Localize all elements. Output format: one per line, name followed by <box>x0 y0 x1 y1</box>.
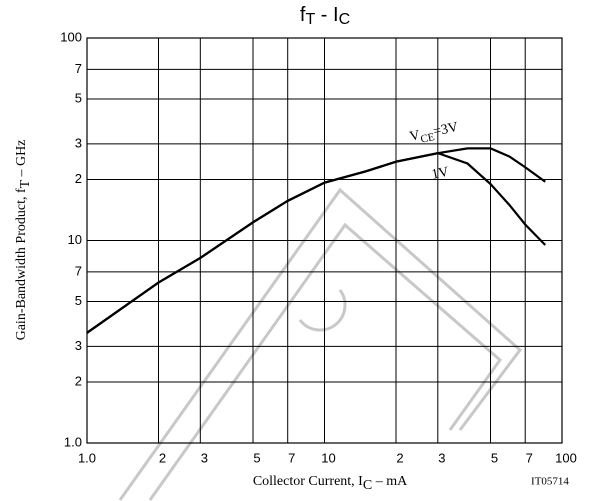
x-tick-label: 5 <box>491 450 498 465</box>
watermark <box>118 187 523 501</box>
y-tick-label: 10 <box>68 232 82 247</box>
x-tick-label: 2 <box>396 450 403 465</box>
y-tick-label: 1.0 <box>64 434 82 449</box>
x-tick-label: 3 <box>438 450 445 465</box>
curve-label-part: CE <box>419 130 436 145</box>
curve <box>86 152 547 334</box>
y-tick-label: 3 <box>75 135 82 150</box>
y-tick-label: 7 <box>75 61 82 76</box>
curve-label: VCE=3V <box>408 120 460 147</box>
x-tick-label: 7 <box>288 450 295 465</box>
y-axis-label: Gain-Bandwidth Product, fT – GHz <box>14 140 33 341</box>
y-tick-label: 2 <box>75 171 82 186</box>
y-tick-label: 5 <box>75 293 82 308</box>
x-tick-label: 10 <box>321 450 335 465</box>
x-tick-label: 3 <box>201 450 208 465</box>
chart-title: fT - IC <box>300 4 350 28</box>
x-axis-label: Collector Current, IC – mA <box>253 474 408 493</box>
curve-label-part: 1V <box>430 165 450 183</box>
x-tick-label: 2 <box>159 450 166 465</box>
x-tick-label: 100 <box>555 450 577 465</box>
y-tick-label: 5 <box>75 90 82 105</box>
x-tick-label: 5 <box>253 450 260 465</box>
y-tick-label: 2 <box>75 373 82 388</box>
curve-label-part: =3V <box>432 120 460 140</box>
y-tick-label: 3 <box>75 338 82 353</box>
curve-label-part: V <box>408 128 421 145</box>
figure-id: IT05714 <box>531 476 569 488</box>
x-tick-label: 1.0 <box>78 450 96 465</box>
y-tick-label: 7 <box>75 263 82 278</box>
curve-label: 1V <box>430 165 450 183</box>
x-tick-label: 7 <box>526 450 533 465</box>
y-tick-label: 100 <box>60 29 82 44</box>
